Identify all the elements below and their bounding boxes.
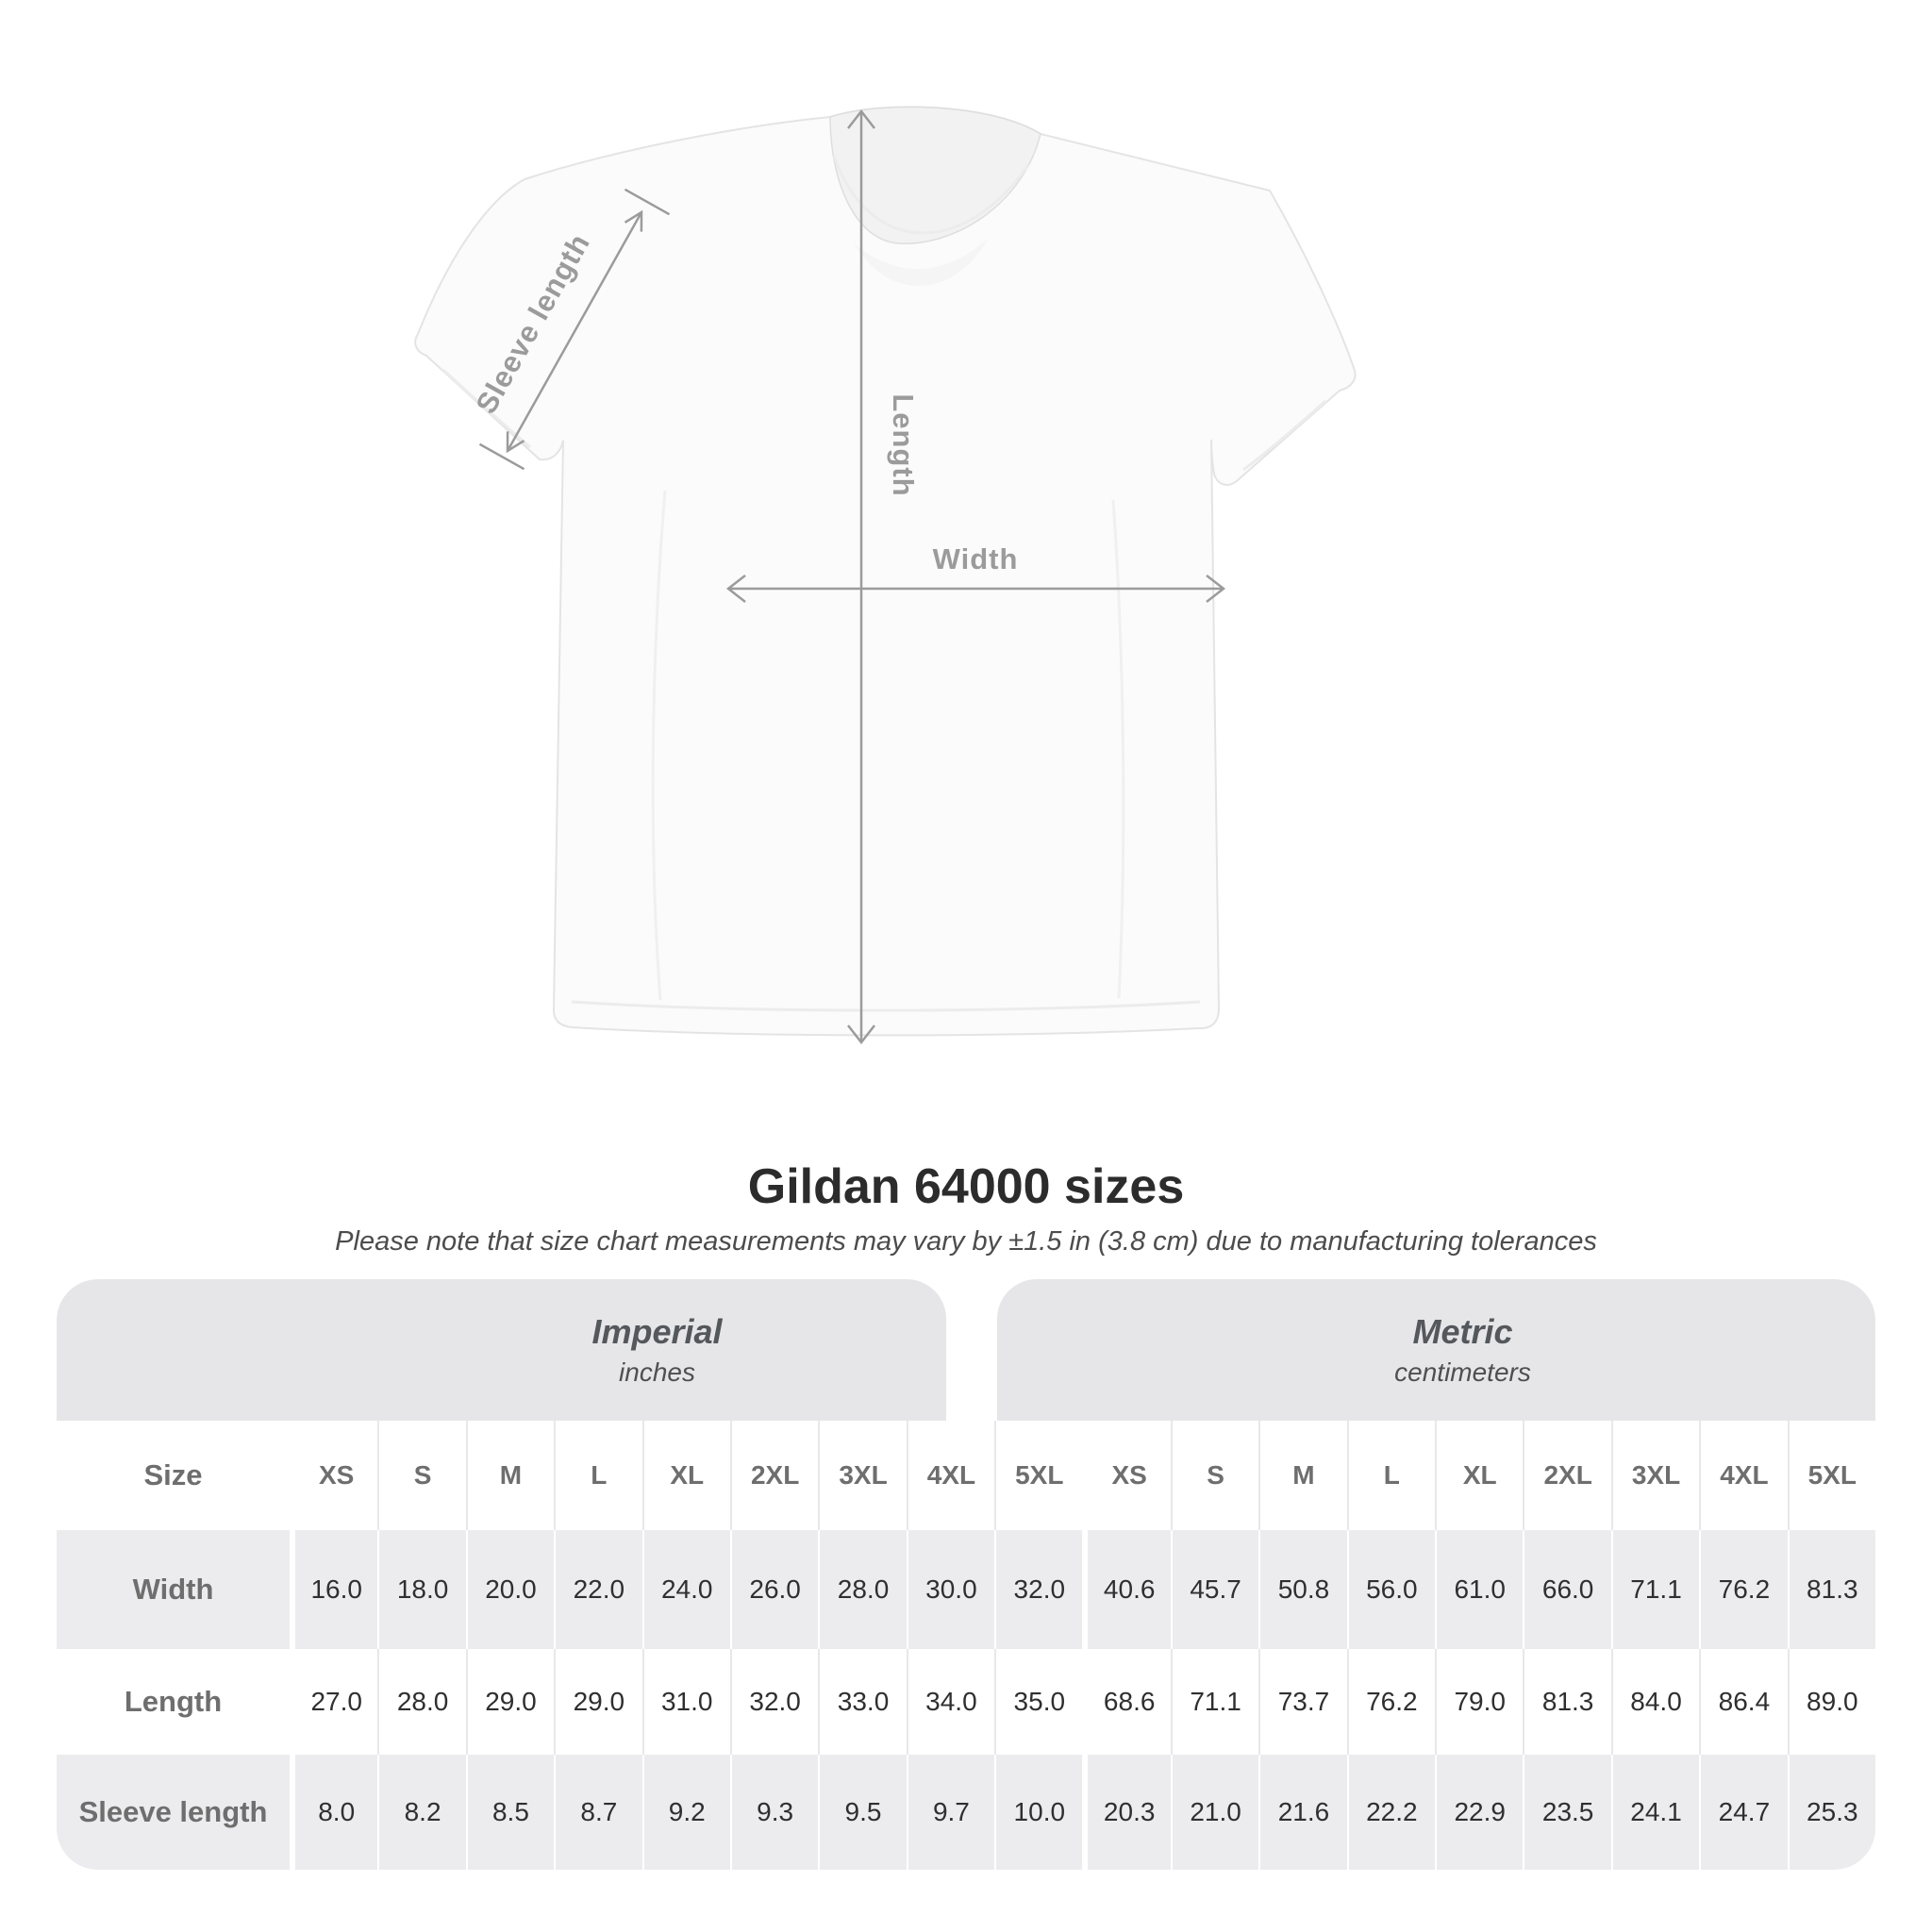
width-value: 45.7 bbox=[1170, 1530, 1258, 1649]
length-value: 29.0 bbox=[465, 1649, 554, 1755]
length-row: Length 27.0 28.0 29.0 29.0 31.0 32.0 33.… bbox=[57, 1649, 1875, 1755]
length-value: 31.0 bbox=[641, 1649, 730, 1755]
length-value: 71.1 bbox=[1170, 1649, 1258, 1755]
sleeve-value: 24.1 bbox=[1610, 1755, 1699, 1870]
tshirt-graphic bbox=[414, 106, 1357, 1037]
width-label: Width bbox=[933, 542, 1019, 575]
length-value: 28.0 bbox=[377, 1649, 465, 1755]
sleeve-length-arrow bbox=[478, 188, 671, 471]
size-col-header: XL bbox=[641, 1421, 730, 1530]
sleeve-value: 8.5 bbox=[465, 1755, 554, 1870]
size-col-header: 2XL bbox=[1523, 1421, 1610, 1530]
size-col-header: 5XL bbox=[994, 1421, 1082, 1530]
size-col-header: S bbox=[377, 1421, 465, 1530]
width-value: 40.6 bbox=[1082, 1530, 1170, 1649]
length-row-label: Length bbox=[124, 1685, 223, 1718]
sleeve-value: 23.5 bbox=[1523, 1755, 1610, 1870]
width-row-label: Width bbox=[132, 1573, 214, 1606]
length-value: 32.0 bbox=[729, 1649, 818, 1755]
sleeve-value: 8.7 bbox=[554, 1755, 641, 1870]
width-value: 56.0 bbox=[1346, 1530, 1435, 1649]
length-label: Length bbox=[887, 393, 920, 496]
sleeve-value: 22.2 bbox=[1346, 1755, 1435, 1870]
sleeve-value: 22.9 bbox=[1435, 1755, 1523, 1870]
width-value: 30.0 bbox=[906, 1530, 994, 1649]
sleeve-value: 8.0 bbox=[290, 1755, 377, 1870]
size-col-header: 4XL bbox=[906, 1421, 994, 1530]
page-title: Gildan 64000 sizes bbox=[747, 1159, 1185, 1214]
width-row: Width 16.0 18.0 20.0 22.0 24.0 26.0 28.0… bbox=[57, 1530, 1875, 1649]
length-value: 76.2 bbox=[1346, 1649, 1435, 1755]
size-chart-table: Imperial inches Metric centimeters Size … bbox=[57, 1279, 1875, 1870]
length-value: 73.7 bbox=[1258, 1649, 1346, 1755]
length-value: 68.6 bbox=[1082, 1649, 1170, 1755]
sleeve-value: 25.3 bbox=[1787, 1755, 1875, 1870]
imperial-label: Imperial bbox=[591, 1312, 723, 1351]
width-value: 76.2 bbox=[1699, 1530, 1787, 1649]
length-arrow bbox=[847, 108, 875, 1045]
width-value: 16.0 bbox=[290, 1530, 377, 1649]
sleeve-value: 20.3 bbox=[1082, 1755, 1170, 1870]
sleeve-value: 9.7 bbox=[906, 1755, 994, 1870]
sleeve-row-label: Sleeve length bbox=[78, 1795, 268, 1828]
sleeve-value: 9.2 bbox=[641, 1755, 730, 1870]
size-col-header: M bbox=[465, 1421, 554, 1530]
width-value: 50.8 bbox=[1258, 1530, 1346, 1649]
size-header-row: Size XS S M L XL 2XL 3XL 4XL 5XL XS S M … bbox=[57, 1421, 1875, 1530]
imperial-unit: inches bbox=[619, 1357, 695, 1387]
width-value: 20.0 bbox=[465, 1530, 554, 1649]
width-value: 22.0 bbox=[554, 1530, 641, 1649]
length-value: 33.0 bbox=[818, 1649, 906, 1755]
width-value: 71.1 bbox=[1610, 1530, 1699, 1649]
width-value: 28.0 bbox=[818, 1530, 906, 1649]
sleeve-value: 24.7 bbox=[1699, 1755, 1787, 1870]
size-col-header: 2XL bbox=[729, 1421, 818, 1530]
length-value: 84.0 bbox=[1610, 1649, 1699, 1755]
width-arrow bbox=[725, 575, 1226, 603]
size-col-header: S bbox=[1170, 1421, 1258, 1530]
sleeve-value: 9.3 bbox=[729, 1755, 818, 1870]
width-value: 26.0 bbox=[729, 1530, 818, 1649]
length-value: 29.0 bbox=[554, 1649, 641, 1755]
length-value: 81.3 bbox=[1523, 1649, 1610, 1755]
imperial-tab: Imperial inches bbox=[57, 1279, 946, 1421]
size-col-header: L bbox=[1346, 1421, 1435, 1530]
sleeve-value: 21.6 bbox=[1258, 1755, 1346, 1870]
width-value: 32.0 bbox=[994, 1530, 1082, 1649]
width-value: 18.0 bbox=[377, 1530, 465, 1649]
tshirt-diagram: Length Width Sleeve length bbox=[414, 106, 1357, 1045]
metric-unit: centimeters bbox=[1394, 1357, 1531, 1387]
sleeve-length-row: Sleeve length 8.0 8.2 8.5 8.7 9.2 9.3 9.… bbox=[57, 1755, 1875, 1870]
size-col-header: L bbox=[554, 1421, 641, 1530]
size-col-header: 3XL bbox=[818, 1421, 906, 1530]
size-col-header: 5XL bbox=[1787, 1421, 1875, 1530]
length-value: 34.0 bbox=[906, 1649, 994, 1755]
length-value: 86.4 bbox=[1699, 1649, 1787, 1755]
sleeve-value: 9.5 bbox=[818, 1755, 906, 1870]
length-value: 27.0 bbox=[290, 1649, 377, 1755]
size-col-header: XS bbox=[1082, 1421, 1170, 1530]
size-col-header: XS bbox=[290, 1421, 377, 1530]
metric-tab: Metric centimeters bbox=[997, 1279, 1875, 1421]
unit-band: Imperial inches Metric centimeters bbox=[57, 1279, 1875, 1421]
size-col-header: 4XL bbox=[1699, 1421, 1787, 1530]
size-col-header: 3XL bbox=[1610, 1421, 1699, 1530]
width-value: 81.3 bbox=[1787, 1530, 1875, 1649]
metric-label: Metric bbox=[1412, 1312, 1513, 1351]
sleeve-value: 21.0 bbox=[1170, 1755, 1258, 1870]
size-col-header: XL bbox=[1435, 1421, 1523, 1530]
width-value: 66.0 bbox=[1523, 1530, 1610, 1649]
width-value: 24.0 bbox=[641, 1530, 730, 1649]
sleeve-value: 8.2 bbox=[377, 1755, 465, 1870]
length-value: 79.0 bbox=[1435, 1649, 1523, 1755]
size-row-label: Size bbox=[143, 1458, 203, 1491]
length-value: 35.0 bbox=[994, 1649, 1082, 1755]
length-value: 89.0 bbox=[1787, 1649, 1875, 1755]
size-col-header: M bbox=[1258, 1421, 1346, 1530]
width-value: 61.0 bbox=[1435, 1530, 1523, 1649]
tolerance-note: Please note that size chart measurements… bbox=[335, 1226, 1597, 1257]
sleeve-value: 10.0 bbox=[994, 1755, 1082, 1870]
